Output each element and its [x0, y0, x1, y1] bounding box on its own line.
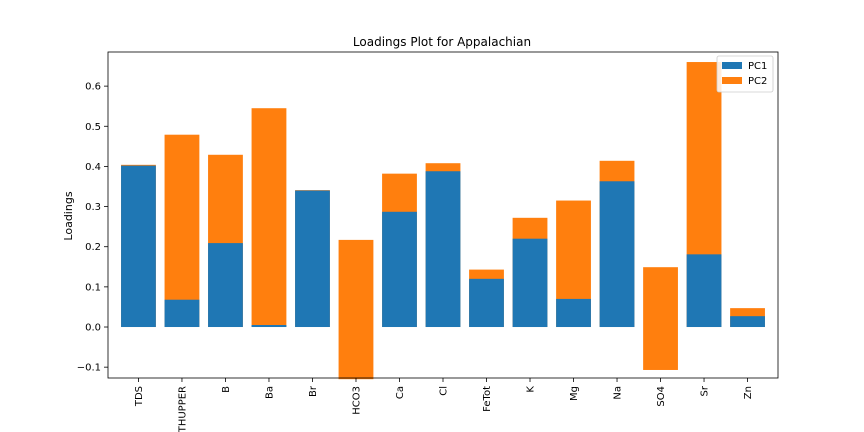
x-tick-label: Cl	[439, 386, 450, 396]
y-tick-label: 0.3	[85, 202, 101, 213]
bar-pc1-k	[512, 238, 548, 328]
axes-layer: −0.1 0.0 0.1 0.2 0.3 0.4 0.5 0.6 TDS THUPPER B Ba Br…	[77, 51, 779, 432]
x-tick-label: TDS	[134, 386, 145, 407]
legend-swatch-pc1	[722, 62, 742, 69]
bar-pc2-thupper	[164, 134, 200, 328]
bar-pc1-tds	[121, 165, 156, 328]
legend-swatch-pc2	[722, 77, 742, 84]
bar-pc1-cl	[425, 171, 461, 328]
legend-label-pc1: PC1	[748, 61, 767, 72]
x-tick-label: THUPPER	[177, 386, 188, 432]
y-tick-label: −0.1	[77, 363, 101, 374]
x-tick-label: SO4	[656, 386, 667, 407]
bar-pc1-ba	[251, 325, 287, 328]
x-tick-label: Mg	[569, 386, 580, 401]
bar-pc1-zn	[730, 316, 765, 328]
y-tick-label: 0.4	[85, 162, 101, 173]
x-tick-label: HCO3	[351, 386, 362, 415]
bar-pc2-hco3	[338, 239, 374, 380]
y-tick-label: 0.0	[85, 323, 101, 334]
bar-pc1-fetot	[469, 278, 504, 328]
bar-pc1-sr	[686, 254, 722, 328]
x-tick-label: Ca	[395, 386, 406, 399]
bars-layer	[121, 62, 765, 380]
chart-title: Loadings Plot for Appalachian	[353, 35, 531, 49]
bar-pc1-ca	[382, 211, 417, 328]
bar-pc2-ba	[251, 108, 287, 328]
bar-pc1-thupper	[164, 299, 200, 328]
bar-pc1-mg	[556, 298, 591, 328]
bar-pc2-so4	[643, 267, 678, 370]
y-tick-label: 0.2	[85, 242, 101, 253]
x-tick-label: B	[221, 386, 232, 393]
bar-pc1-b	[208, 243, 243, 328]
x-tick-label: Na	[613, 386, 624, 400]
bar-pc1-br	[295, 190, 330, 328]
x-tick-label: Br	[308, 385, 319, 397]
x-tick-label: Zn	[743, 386, 754, 399]
legend-label-pc2: PC2	[748, 76, 767, 87]
y-tick-label: 0.6	[85, 82, 101, 93]
bar-pc1-na	[599, 181, 635, 328]
x-tick-label: FeTot	[482, 386, 493, 412]
x-tick-label: K	[526, 386, 537, 393]
x-tick-label: Ba	[264, 386, 275, 399]
x-tick-label: Sr	[700, 385, 711, 396]
y-axis-title: Loadings	[62, 191, 75, 240]
y-tick-label: 0.5	[85, 122, 101, 133]
y-tick-label: 0.1	[85, 282, 101, 293]
